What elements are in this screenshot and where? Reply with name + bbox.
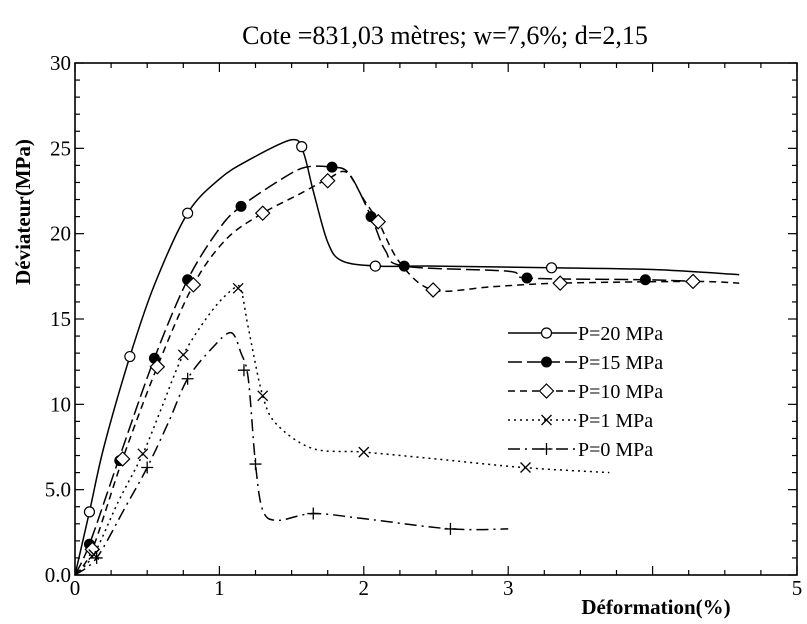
y-tick-label: 15	[50, 307, 71, 331]
x-tick-label: 0	[70, 576, 81, 600]
legend-label: P=10 MPa	[578, 381, 663, 403]
data-point	[444, 522, 457, 535]
legend-marker	[540, 443, 553, 455]
data-point	[369, 260, 381, 272]
legend-marker	[538, 383, 555, 399]
legend-entry: P=10 MPa	[508, 381, 663, 403]
legend-entry: P=0 MPa	[508, 439, 653, 461]
data-point	[237, 364, 250, 377]
y-tick-label: 25	[50, 136, 71, 160]
x-axis-label: Déformation(%)	[581, 595, 730, 619]
y-tick-label: 20	[50, 222, 71, 246]
x-tick-label: 3	[503, 576, 514, 600]
data-point	[358, 446, 370, 458]
x-tick-label: 5	[792, 576, 803, 600]
legend-entry: P=20 MPa	[508, 323, 663, 345]
series-line	[74, 284, 610, 576]
y-tick-label: 0.0	[45, 563, 71, 587]
series-4	[74, 331, 509, 576]
series-0	[74, 138, 740, 576]
data-point	[177, 349, 189, 361]
series-layer	[74, 138, 740, 576]
data-point	[124, 350, 136, 363]
legend-entry: P=1 MPa	[508, 410, 653, 432]
data-point	[182, 207, 194, 219]
data-point	[141, 461, 154, 474]
x-tick-label: 2	[359, 576, 370, 600]
data-point	[521, 272, 533, 284]
y-tick-label: 10	[50, 392, 71, 416]
data-point	[545, 262, 558, 274]
series-line	[74, 331, 509, 576]
data-point	[257, 390, 269, 402]
data-point	[520, 462, 531, 473]
data-point	[249, 458, 262, 471]
data-point	[90, 551, 103, 564]
axis-ticks	[74, 62, 798, 576]
data-point	[232, 282, 244, 294]
data-point	[235, 200, 247, 212]
series-line	[74, 170, 740, 576]
legend-label: P=20 MPa	[578, 323, 663, 345]
data-point	[254, 205, 271, 222]
data-point	[307, 507, 320, 520]
series-line	[74, 165, 696, 576]
data-point	[83, 506, 96, 518]
data-point	[137, 448, 149, 460]
data-point	[552, 275, 569, 292]
legend-marker	[541, 414, 552, 426]
axis-tick-labels: 0 1 2 3 5 0.0 5.0 10 15 20 25 30	[45, 51, 803, 600]
x-tick-label: 1	[214, 576, 225, 600]
data-point	[370, 213, 387, 230]
data-point	[639, 274, 651, 286]
series-2	[74, 170, 740, 576]
series-3	[74, 282, 610, 576]
data-point	[319, 172, 336, 189]
legend-label: P=0 MPa	[578, 439, 653, 461]
data-point	[425, 282, 441, 298]
legend-label: P=1 MPa	[578, 410, 653, 432]
y-tick-label: 5.0	[45, 478, 71, 502]
data-point	[181, 372, 194, 385]
legend-marker	[541, 356, 552, 368]
chart-title: Cote =831,03 mètres; w=7,6%; d=2,15	[242, 21, 648, 50]
data-point	[149, 358, 166, 375]
legend-label: P=15 MPa	[578, 352, 663, 374]
legend: P=20 MPa P=15 MPa P=10 MPa P=1 MPa P=0 MPa	[508, 323, 663, 461]
legend-entry: P=15 MPa	[508, 352, 663, 374]
data-point	[114, 451, 131, 467]
data-point	[398, 260, 410, 272]
y-tick-label: 30	[50, 51, 71, 75]
plot-frame	[74, 62, 798, 576]
data-point	[296, 141, 308, 153]
data-point	[685, 273, 701, 290]
y-axis-label: Déviateur(MPa)	[11, 139, 35, 285]
data-point	[185, 277, 202, 293]
legend-marker	[540, 327, 553, 339]
data-point	[326, 161, 338, 173]
